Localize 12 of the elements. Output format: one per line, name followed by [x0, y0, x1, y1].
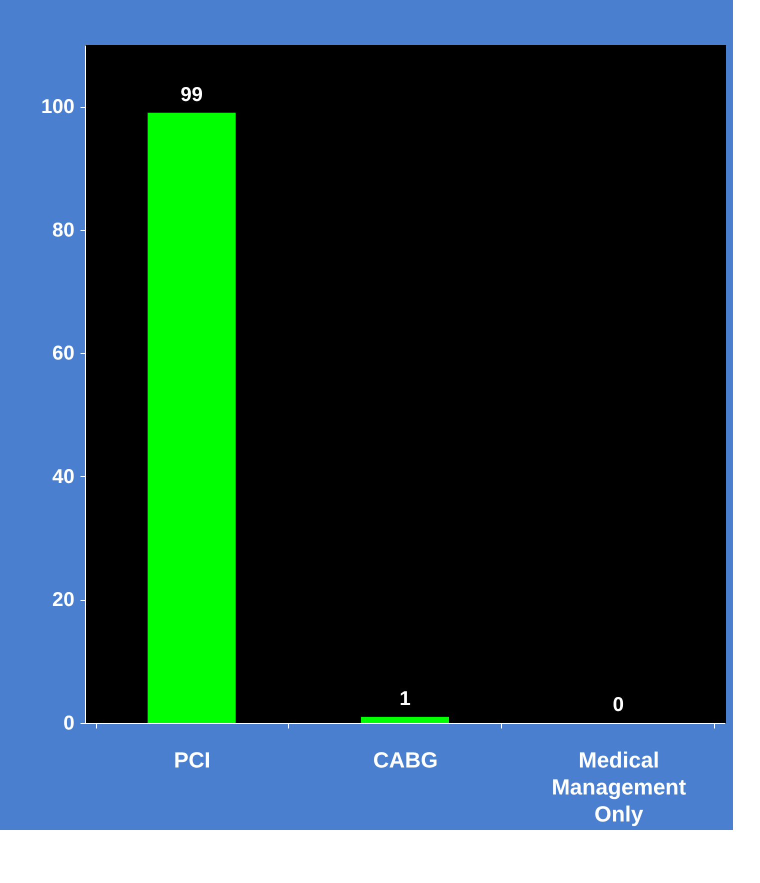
data-label: 99	[180, 84, 203, 106]
data-label: 0	[612, 694, 624, 716]
y-tick-label: 40	[52, 466, 74, 488]
y-tick-label: 100	[41, 96, 74, 118]
y-tick-label: 0	[63, 712, 74, 734]
x-tick-label: CABG	[373, 748, 438, 772]
x-tick-label: PCI	[174, 748, 211, 772]
x-tick-label: Medical Management Only	[552, 748, 687, 826]
y-tick-label: 80	[52, 219, 74, 242]
y-tick-label: 20	[52, 589, 74, 612]
y-tick-label: 60	[52, 342, 74, 365]
data-label: 1	[399, 688, 411, 710]
